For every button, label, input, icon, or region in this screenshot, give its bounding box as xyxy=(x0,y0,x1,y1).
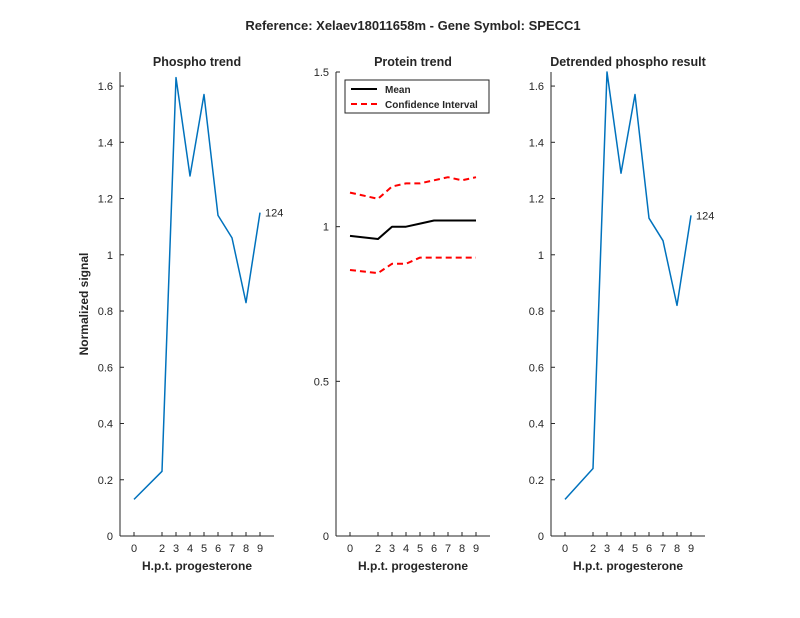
x-tick-label: 4 xyxy=(187,543,193,555)
panel-title: Protein trend xyxy=(374,55,452,69)
x-tick-label: 7 xyxy=(229,543,235,555)
series-line-3 xyxy=(349,256,476,275)
x-tick-label: 3 xyxy=(604,543,610,555)
series-line-2 xyxy=(349,176,477,200)
y-tick-label: 1.2 xyxy=(529,194,544,206)
y-tick-label: 1 xyxy=(107,250,113,262)
y-tick-label: 1.5 xyxy=(314,67,329,79)
y-tick-label: 0 xyxy=(323,531,329,543)
x-tick-label: 2 xyxy=(590,543,596,555)
y-tick-label: 0.5 xyxy=(314,376,329,388)
panel-2: Protein trend 0 2 3 4 5 6 7 8 9 0 0.5 1 1.5 H.p.t. pro… xyxy=(314,55,490,573)
y-tick-label: 0.6 xyxy=(529,362,544,374)
y-tick-label: 0.8 xyxy=(98,306,113,318)
series-line-1 xyxy=(564,71,692,500)
point-annotation: 124 xyxy=(696,210,714,222)
x-tick-label: 4 xyxy=(618,543,624,555)
y-tick-label: 1.2 xyxy=(98,194,113,206)
y-tick-label: 0.6 xyxy=(98,362,113,374)
x-axis-label: H.p.t. progesterone xyxy=(142,559,252,573)
legend: Mean Confidence Interval xyxy=(344,79,490,114)
y-tick-label: 0 xyxy=(538,531,544,543)
x-tick-label: 6 xyxy=(646,543,652,555)
x-tick-label: 6 xyxy=(431,543,437,555)
x-tick-label: 7 xyxy=(660,543,666,555)
x-tick-label: 9 xyxy=(473,543,479,555)
x-tick-label: 7 xyxy=(445,543,451,555)
x-tick-label: 0 xyxy=(347,543,353,555)
legend-box xyxy=(344,79,490,114)
x-tick-label: 8 xyxy=(243,543,249,555)
x-tick-label: 5 xyxy=(417,543,423,555)
x-tick-label: 3 xyxy=(173,543,179,555)
panel-3: Detrended phospho result 0 2 3 4 5 6 7 8 9 0 0.2 0.4… xyxy=(529,55,715,573)
x-tick-label: 5 xyxy=(632,543,638,555)
series-line-1 xyxy=(349,219,476,240)
x-tick-label: 0 xyxy=(562,543,568,555)
y-tick-label: 0 xyxy=(107,531,113,543)
y-tick-label: 0.2 xyxy=(529,475,544,487)
x-tick-label: 9 xyxy=(257,543,263,555)
y-tick-label: 0.2 xyxy=(98,475,113,487)
x-tick-label: 4 xyxy=(403,543,409,555)
figure-title: Reference: Xelaev18011658m - Gene Symbol… xyxy=(245,18,580,33)
y-tick-label: 0.4 xyxy=(98,419,113,431)
y-tick-label: 1.6 xyxy=(98,81,113,93)
y-tick-label: 1 xyxy=(323,222,329,234)
y-tick-label: 0.4 xyxy=(529,419,544,431)
x-tick-label: 8 xyxy=(459,543,465,555)
y-tick-label: 1.6 xyxy=(529,81,544,93)
x-tick-label: 0 xyxy=(131,543,137,555)
panel-1: Phospho trend 0 2 3 4 5 6 7 8 9 0 0.2 0.4 0.6 0.8 1 1.2 1… xyxy=(77,55,283,573)
series-line-1 xyxy=(133,76,261,500)
x-tick-label: 2 xyxy=(159,543,165,555)
y-tick-label: 0.8 xyxy=(529,306,544,318)
y-tick-label: 1 xyxy=(538,250,544,262)
x-axis-label: H.p.t. progesterone xyxy=(573,559,683,573)
panel-title: Detrended phospho result xyxy=(550,55,706,69)
x-tick-label: 6 xyxy=(215,543,221,555)
y-tick-label: 1.4 xyxy=(98,137,113,149)
point-annotation: 124 xyxy=(265,208,283,220)
x-tick-label: 2 xyxy=(375,543,381,555)
x-tick-label: 9 xyxy=(688,543,694,555)
x-tick-label: 5 xyxy=(201,543,207,555)
y-axis-label: Normalized signal xyxy=(77,253,91,356)
panel-title: Phospho trend xyxy=(153,55,241,69)
x-tick-label: 3 xyxy=(389,543,395,555)
legend-label-1: Mean xyxy=(385,85,411,96)
x-axis-label: H.p.t. progesterone xyxy=(358,559,468,573)
x-tick-label: 8 xyxy=(674,543,680,555)
legend-label-2: Confidence Interval xyxy=(385,100,478,111)
y-tick-label: 1.4 xyxy=(529,137,544,149)
